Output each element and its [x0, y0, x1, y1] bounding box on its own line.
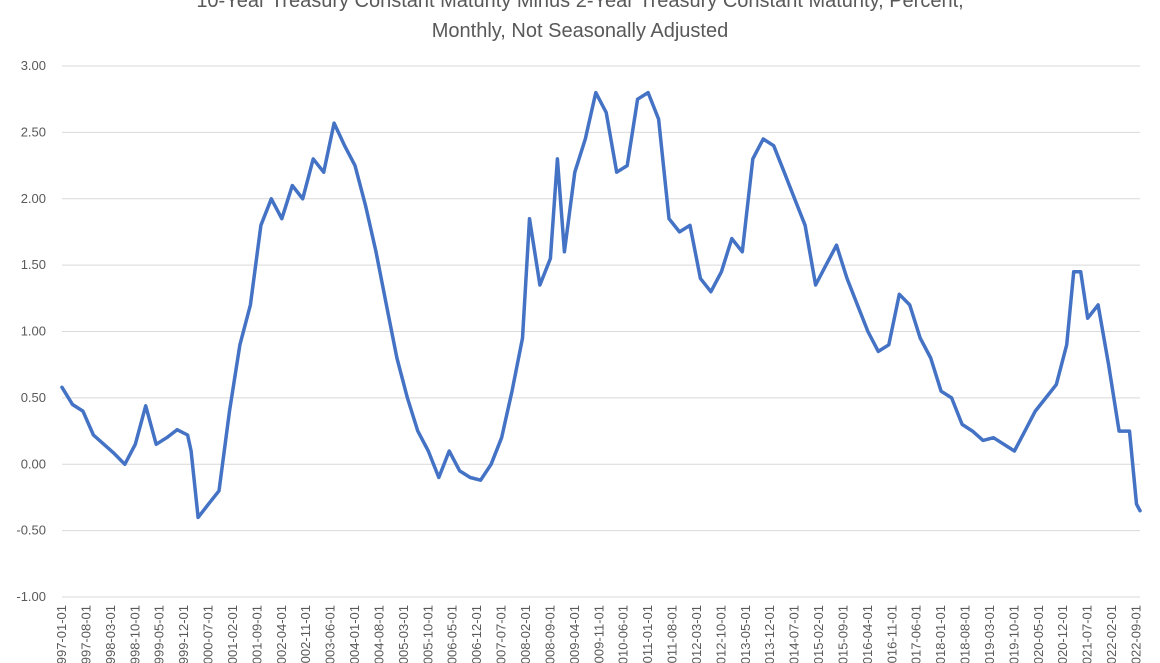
x-tick-label: 2022-09-01: [1129, 605, 1144, 663]
x-tick-label: 2014-07-01: [787, 605, 802, 663]
x-tick-label: 2002-11-01: [298, 605, 313, 663]
x-tick-label: 1999-05-01: [152, 605, 167, 663]
x-tick-label: 2012-10-01: [713, 605, 728, 663]
x-tick-label: 2012-03-01: [689, 605, 704, 663]
y-tick-label: 3.00: [21, 58, 46, 73]
x-tick-label: 2008-02-01: [518, 605, 533, 663]
x-tick-label: 2018-08-01: [958, 605, 973, 663]
x-tick-label: 2011-01-01: [640, 605, 655, 663]
x-tick-label: 2006-12-01: [469, 605, 484, 663]
x-tick-label: 2004-08-01: [371, 605, 386, 663]
x-tick-label: 2002-04-01: [274, 605, 289, 663]
x-tick-label: 2013-05-01: [738, 605, 753, 663]
x-tick-label: 2009-04-01: [567, 605, 582, 663]
x-tick-label: 2017-06-01: [909, 605, 924, 663]
x-tick-label: 2005-03-01: [396, 605, 411, 663]
x-tick-label: 2022-02-01: [1104, 605, 1119, 663]
x-tick-label: 2003-06-01: [323, 605, 338, 663]
x-tick-label: 2019-03-01: [982, 605, 997, 663]
y-tick-label: 1.50: [21, 257, 46, 272]
x-tick-label: 2018-01-01: [933, 605, 948, 663]
x-tick-label: 1997-08-01: [78, 605, 93, 663]
x-tick-label: 1998-03-01: [103, 605, 118, 663]
x-tick-label: 1999-12-01: [176, 605, 191, 663]
x-tick-label: 2019-10-01: [1006, 605, 1021, 663]
x-tick-label: 1998-10-01: [127, 605, 142, 663]
chart-subtitle: Monthly, Not Seasonally Adjusted: [431, 20, 729, 42]
x-tick-label: 2010-06-01: [616, 605, 631, 663]
gridlines: [62, 65, 1140, 598]
x-tick-label: 2006-05-01: [445, 605, 460, 663]
x-tick-label: 2015-02-01: [811, 605, 826, 663]
x-tick-label: 2015-09-01: [835, 605, 850, 663]
x-tick-label: 2008-09-01: [542, 605, 557, 663]
x-tick-label: 2004-01-01: [347, 605, 362, 663]
y-tick-label: 2.00: [21, 191, 46, 206]
chart-title: 10-Year Treasury Constant Maturity Minus…: [196, 0, 964, 12]
chart-title-block: 10-Year Treasury Constant Maturity Minus…: [0, 0, 1160, 46]
series-layer: [60, 90, 1142, 520]
x-axis-tick-labels: 1997-01-01 1997-08-01 1998-03-01 1998-10-01…: [54, 605, 1144, 663]
x-tick-label: 1997-01-01: [54, 605, 69, 663]
y-tick-label: -1.00: [16, 589, 46, 604]
x-tick-label: 2009-11-01: [591, 605, 606, 663]
x-tick-label: 2013-12-01: [762, 605, 777, 663]
x-tick-label: 2016-04-01: [860, 605, 875, 663]
x-tick-label: 2020-12-01: [1055, 605, 1070, 663]
x-tick-label: 2016-11-01: [884, 605, 899, 663]
y-tick-label: -0.50: [16, 523, 46, 538]
x-tick-label: 2005-10-01: [420, 605, 435, 663]
y-tick-label: 1.00: [21, 324, 46, 339]
y-tick-label: 2.50: [21, 124, 46, 139]
x-tick-label: 2000-07-01: [201, 605, 216, 663]
y-tick-label: 0.50: [21, 390, 46, 405]
x-tick-label: 2021-07-01: [1080, 605, 1095, 663]
x-tick-label: 2011-08-01: [665, 605, 680, 663]
x-tick-label: 2007-07-01: [494, 605, 509, 663]
x-tick-label: 2001-02-01: [225, 605, 240, 663]
x-tick-label: 2001-09-01: [249, 605, 264, 663]
y-axis-tick-labels: 3.00 2.50 2.00 1.50 1.00 0.50 0.00 -0.50 -1.00: [16, 58, 46, 604]
y-tick-label: 0.00: [21, 456, 46, 471]
x-tick-label: 2020-05-01: [1031, 605, 1046, 663]
series-line: [60, 90, 1142, 520]
